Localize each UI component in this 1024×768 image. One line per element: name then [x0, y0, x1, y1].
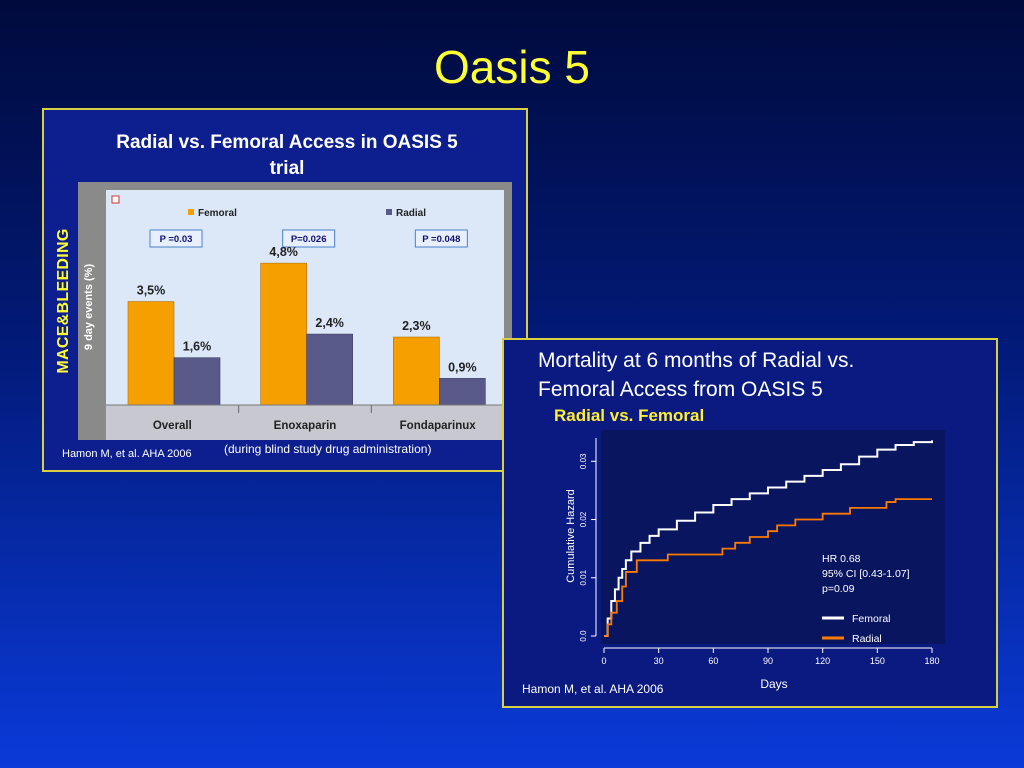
mortality-citation: Hamon M, et al. AHA 2006: [522, 682, 664, 696]
y-axis-label: Cumulative Hazard: [565, 489, 577, 583]
legend-label-radial: Radial: [396, 208, 426, 219]
p-value-box: [282, 229, 336, 248]
p-value-box: [414, 229, 468, 248]
p-value-label: P =0.03: [160, 234, 193, 245]
category-band: [106, 405, 504, 440]
data-label: 4,8%: [269, 245, 298, 259]
bar-radial-enoxaparin: [306, 333, 353, 406]
plot-background: [601, 430, 945, 644]
bar-radial-fondaparinux: [439, 378, 486, 406]
data-label: 0,9%: [448, 360, 477, 374]
category-label: Enoxaparin: [274, 420, 337, 432]
slide-title: Oasis 5: [434, 41, 590, 93]
y-tick-label: 0.02: [579, 511, 588, 527]
mace-bleeding-label: MACE&BLEEDING: [55, 228, 72, 374]
mortality-chart-title: Mortality at 6 months of Radial vs. Femo…: [538, 346, 854, 404]
stat-annotation: 95% CI [0.43-1.07]: [822, 568, 910, 580]
broken-image-icon: [111, 195, 120, 204]
data-label: 2,3%: [402, 319, 431, 333]
x-tick-label: 120: [815, 656, 830, 666]
x-tick-label: 30: [654, 656, 664, 666]
legend-label-femoral: Femoral: [852, 613, 891, 625]
bar-chart-note: (during blind study drug administration): [224, 442, 432, 456]
legend-label-radial: Radial: [852, 633, 882, 645]
mortality-chart-panel: Mortality at 6 months of Radial vs. Femo…: [502, 338, 998, 708]
bar-chart-title-line2: trial: [269, 158, 305, 179]
bar-femoral-overall: [127, 301, 175, 406]
mortality-title-line2: Femoral Access from OASIS 5: [538, 378, 823, 401]
x-tick-label: 180: [924, 656, 939, 666]
mortality-chart: 0 30 60 90 120 150 180 0.0 0.01 0.02 0.03 Cumulativ…: [565, 430, 945, 691]
x-tick-label: 0: [601, 656, 606, 666]
bar-chart-title-line1: Radial vs. Femoral Access in OASIS 5: [116, 132, 458, 153]
bar-chart-citation: Hamon M, et al. AHA 2006: [62, 448, 192, 460]
legend-swatch-femoral: [188, 209, 194, 215]
legend-label-femoral: Femoral: [198, 208, 237, 219]
x-tick-label: 150: [870, 656, 885, 666]
stat-annotation: p=0.09: [822, 583, 855, 595]
bar-chart-frame: 9 day events (%) Femoral Radial P =0.03 3,5%…: [78, 182, 512, 440]
bar-femoral-enoxaparin: [260, 262, 307, 406]
bar-radial-overall: [173, 357, 221, 406]
data-label: 1,6%: [183, 340, 212, 354]
mortality-title-line1: Mortality at 6 months of Radial vs.: [538, 349, 855, 372]
p-value-box: [149, 229, 203, 248]
data-label: 2,4%: [315, 316, 344, 330]
bar-chart-panel: Radial vs. Femoral Access in OASIS 5 tri…: [42, 108, 528, 472]
legend-swatch-radial: [386, 209, 392, 215]
p-value-label: P=0.026: [291, 234, 327, 245]
x-axis-label: Days: [760, 677, 787, 691]
bar-chart-title: Radial vs. Femoral Access in OASIS 5 tri…: [84, 130, 490, 182]
y-axis-label: 9 day events (%): [83, 264, 95, 351]
mortality-subtitle: Radial vs. Femoral: [554, 406, 705, 425]
series-line-radial: [604, 498, 932, 637]
bar-femoral-fondaparinux: [393, 336, 440, 406]
category-label: Overall: [153, 420, 192, 432]
y-tick-label: 0.01: [579, 569, 588, 585]
data-label: 3,5%: [137, 284, 166, 298]
x-tick-label: 60: [708, 656, 718, 666]
bar-chart: 9 day events (%) Femoral Radial P =0.03 3,5%…: [83, 190, 504, 440]
y-tick-label: 0.0: [579, 630, 588, 642]
y-tick-label: 0.03: [579, 453, 588, 469]
series-line-femoral: [604, 440, 933, 637]
stat-annotation: HR 0.68: [822, 553, 861, 565]
category-label: Fondaparinux: [400, 420, 477, 432]
x-tick-label: 90: [763, 656, 773, 666]
p-value-label: P =0.048: [422, 234, 460, 245]
